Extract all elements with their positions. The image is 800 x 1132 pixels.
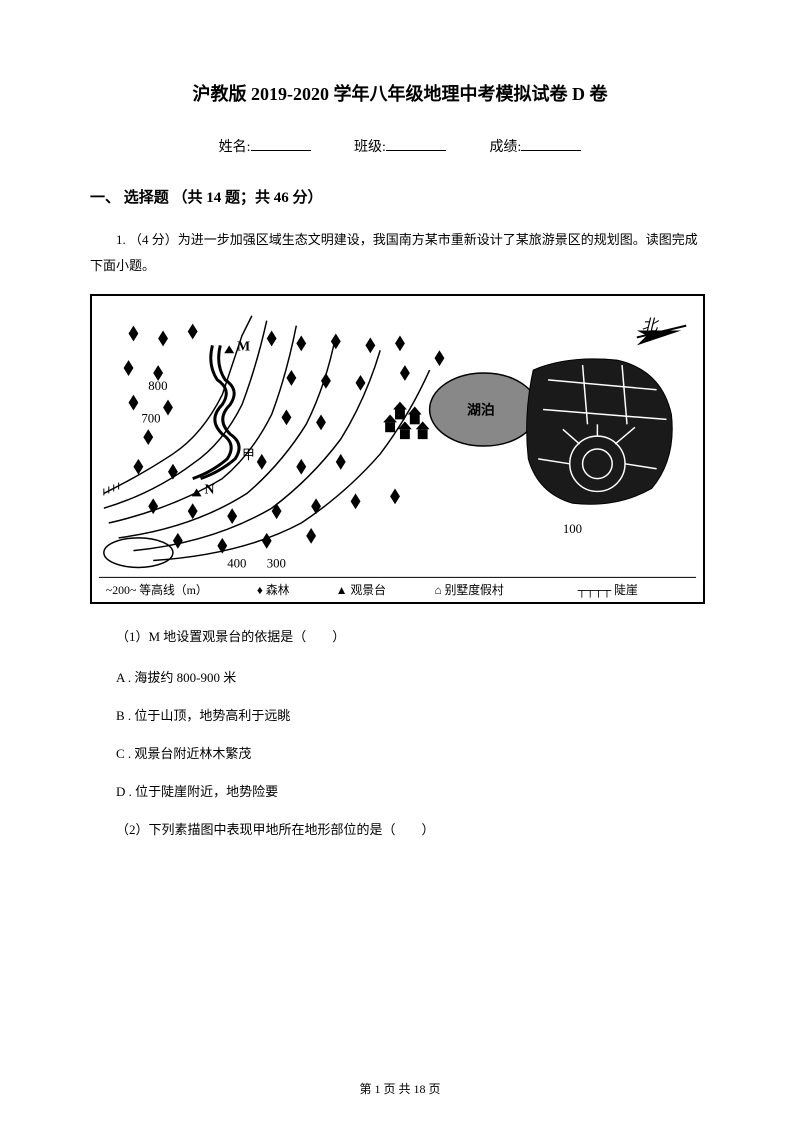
option-1a: A . 海拔约 800-900 米 bbox=[90, 665, 710, 691]
name-blank bbox=[251, 150, 311, 151]
svg-text:100: 100 bbox=[563, 522, 582, 536]
option-1b: B . 位于山顶，地势高利于远眺 bbox=[90, 703, 710, 729]
section-header: 一、 选择题 （共 14 题；共 46 分） bbox=[90, 186, 710, 207]
svg-text:M: M bbox=[237, 338, 250, 353]
svg-text:~200~ 等高线（m）: ~200~ 等高线（m） bbox=[106, 583, 208, 597]
svg-text:▲ 观景台: ▲ 观景台 bbox=[336, 583, 386, 597]
svg-text:400: 400 bbox=[227, 556, 246, 570]
student-info-line: 姓名: 班级: 成绩: bbox=[90, 136, 710, 156]
svg-text:⌂ 别墅度假村: ⌂ 别墅度假村 bbox=[435, 583, 504, 597]
svg-text:N: N bbox=[205, 481, 215, 496]
option-1d: D . 位于陡崖附近，地势险要 bbox=[90, 779, 710, 805]
option-1c: C . 观景台附近林木繁茂 bbox=[90, 741, 710, 767]
page-footer: 第 1 页 共 18 页 bbox=[0, 1080, 800, 1097]
question-1-sub-2: （2）下列素描图中表现甲地所在地形部位的是（ ） bbox=[90, 817, 710, 843]
document-title: 沪教版 2019-2020 学年八年级地理中考模拟试卷 D 卷 bbox=[90, 80, 710, 106]
svg-text:700: 700 bbox=[141, 411, 160, 425]
question-1-text: 1. （4 分）为进一步加强区域生态文明建设，我国南方某市重新设计了某旅游景区的… bbox=[90, 227, 710, 279]
topographic-map: 800 700 400 300 100 M N 甲 湖泊 北 ~200~ 等高线… bbox=[90, 294, 705, 604]
class-blank bbox=[386, 150, 446, 151]
svg-text:湖泊: 湖泊 bbox=[467, 401, 495, 417]
svg-text:┬┬┬┬ 陡崖: ┬┬┬┬ 陡崖 bbox=[577, 583, 638, 598]
svg-text:♦ 森林: ♦ 森林 bbox=[257, 583, 290, 597]
svg-text:甲: 甲 bbox=[242, 448, 255, 462]
question-1-sub-1: （1）M 地设置观景台的依据是（ ） bbox=[90, 624, 710, 650]
map-svg: 800 700 400 300 100 M N 甲 湖泊 北 ~200~ 等高线… bbox=[92, 296, 703, 602]
class-label: 班级: bbox=[354, 136, 386, 156]
score-label: 成绩: bbox=[489, 136, 521, 156]
score-blank bbox=[521, 150, 581, 151]
name-label: 姓名: bbox=[219, 136, 251, 156]
svg-text:800: 800 bbox=[148, 379, 167, 393]
svg-text:300: 300 bbox=[267, 556, 286, 570]
